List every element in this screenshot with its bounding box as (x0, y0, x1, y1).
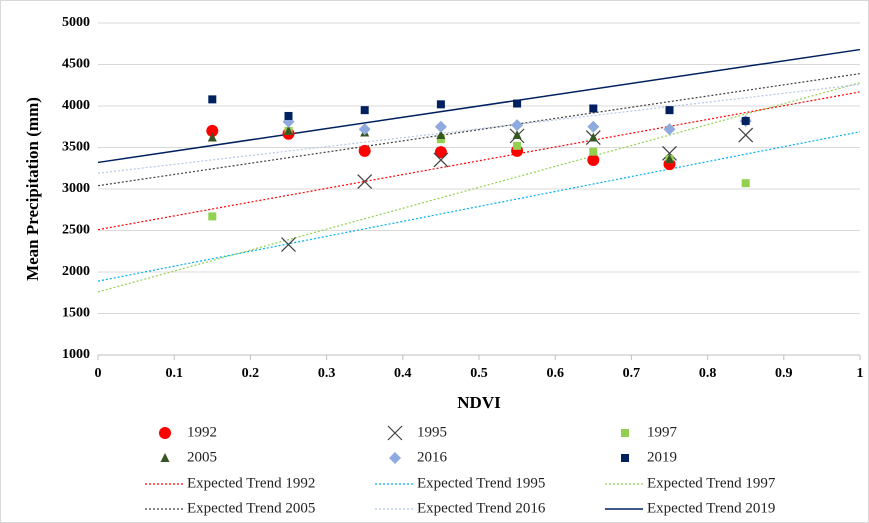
data-point (662, 145, 677, 161)
y-tick-label: 4500 (62, 57, 90, 72)
y-tick-label: 1000 (62, 347, 90, 362)
data-point (281, 237, 296, 253)
data-point (358, 144, 371, 157)
trend-line (97, 73, 861, 187)
data-point (436, 130, 446, 140)
data-point (665, 154, 674, 164)
x-tick-label: 0.7 (623, 366, 641, 381)
data-point (433, 152, 449, 168)
legend-label: 2019 (647, 449, 677, 465)
legend-label: 1992 (187, 424, 217, 440)
legend-marker (159, 427, 171, 439)
data-point (360, 106, 369, 115)
x-tick-label: 0.9 (775, 366, 793, 381)
data-point (284, 125, 293, 135)
legend-label: Expected Trend 1995 (417, 475, 545, 491)
legend-label: 2005 (187, 449, 217, 465)
y-tick-label: 2500 (62, 223, 90, 238)
data-point (434, 146, 447, 159)
data-point (589, 104, 598, 113)
data-point (663, 123, 676, 136)
legend-marker (621, 429, 629, 437)
y-tick-label: 3500 (62, 140, 90, 155)
legend-marker (387, 425, 403, 441)
legend-label: 1995 (417, 424, 447, 440)
x-tick-label: 0.6 (546, 366, 564, 381)
data-point (588, 132, 598, 142)
legend-label: Expected Trend 2005 (187, 500, 315, 516)
data-point (436, 135, 445, 144)
x-tick-label: 0.4 (394, 366, 412, 381)
legend-label: Expected Trend 2016 (417, 500, 546, 516)
legend-label: Expected Trend 1992 (187, 475, 315, 491)
legend-label: Expected Trend 2019 (647, 500, 775, 516)
data-point (358, 123, 371, 136)
data-point (436, 100, 445, 109)
x-tick-label: 1 (857, 366, 864, 381)
y-axis-label: Mean Precipitation (mm) (23, 97, 42, 281)
y-tick-label: 3000 (62, 181, 90, 196)
data-point (587, 153, 600, 166)
trend-line (97, 48, 861, 164)
data-point (513, 99, 522, 108)
trend-line (97, 91, 861, 231)
data-point (665, 106, 674, 115)
legend-label: 1997 (647, 424, 678, 440)
x-tick-label: 0.5 (470, 366, 488, 381)
x-tick-label: 0.1 (165, 366, 183, 381)
trend-line (97, 131, 861, 282)
legend-label: 2016 (417, 449, 448, 465)
data-point (587, 120, 600, 133)
x-tick-label: 0.3 (318, 366, 336, 381)
data-point (589, 147, 598, 156)
legend-marker (160, 453, 170, 462)
x-tick-label: 0 (95, 366, 102, 381)
y-tick-label: 2000 (62, 264, 90, 279)
data-point (513, 141, 522, 150)
y-tick-label: 5000 (62, 15, 90, 30)
data-point (511, 119, 524, 132)
legend-label: Expected Trend 1997 (647, 475, 776, 491)
x-axis-label: NDVI (457, 393, 501, 412)
data-point (208, 212, 217, 221)
legend-marker (621, 454, 629, 462)
data-point (738, 127, 754, 143)
x-tick-label: 0.2 (242, 366, 260, 381)
data-point (207, 132, 217, 142)
y-tick-label: 4000 (62, 98, 90, 113)
data-point (741, 116, 750, 125)
data-point (741, 179, 750, 188)
data-point (512, 130, 522, 140)
data-point (208, 95, 217, 104)
legend-marker (389, 452, 401, 464)
data-point (357, 174, 373, 189)
data-point (284, 111, 293, 120)
x-tick-label: 0.8 (699, 366, 717, 381)
y-tick-label: 1500 (62, 306, 90, 321)
data-point (434, 120, 447, 133)
data-point (206, 124, 219, 137)
